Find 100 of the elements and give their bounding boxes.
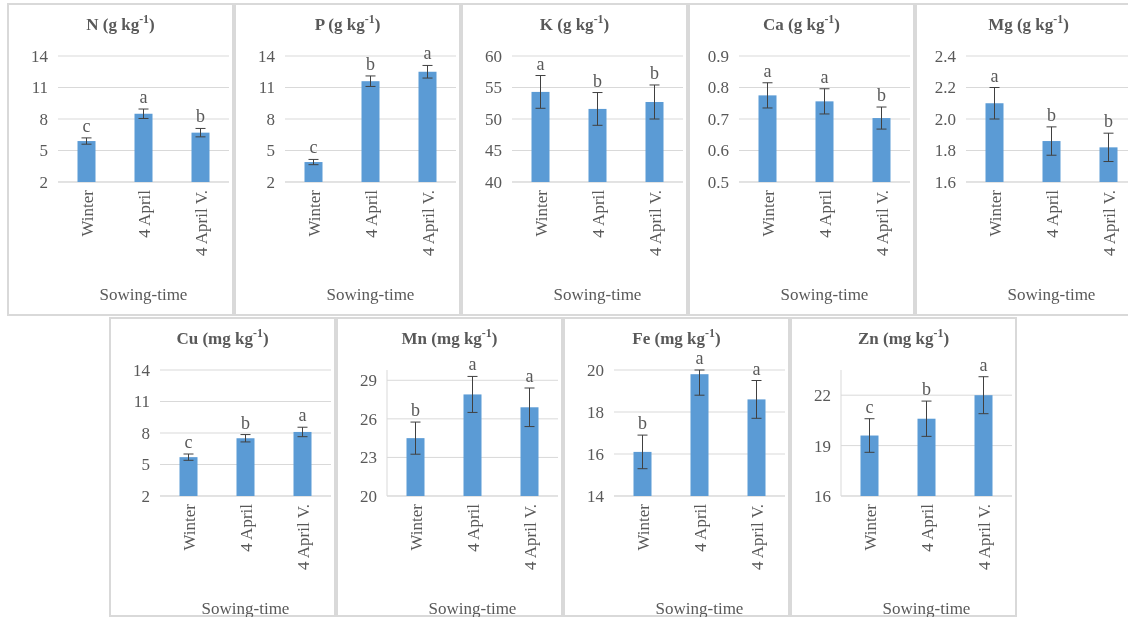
annotation: a (423, 43, 432, 64)
annotation: b (877, 85, 886, 106)
annotation: c (184, 432, 193, 452)
x-tick-label: Winter (758, 189, 778, 237)
x-tick-label: 4 April (917, 503, 937, 552)
x-tick-label: 4 April (1042, 189, 1062, 238)
annotation: a (525, 366, 534, 386)
y-tick-label: 5 (266, 141, 275, 161)
x-axis-title: Sowing-time (326, 285, 415, 304)
x-tick-label: 4 April V. (418, 190, 438, 256)
x-axis-title: Sowing-time (655, 599, 744, 617)
y-tick-label: 1.6 (934, 172, 956, 192)
x-tick-label: 4 April V. (191, 190, 211, 256)
x-axis-title: Sowing-time (780, 285, 869, 304)
y-tick-label: 14 (31, 46, 49, 66)
annotation: a (536, 53, 545, 74)
annotation: a (990, 65, 999, 86)
chart-title: K (g kg$^{-1}$) (539, 12, 610, 34)
annotation: b (922, 379, 931, 400)
x-tick-label: 4 April (588, 189, 608, 238)
annotation: b (241, 412, 250, 433)
y-tick-label: 16 (587, 444, 604, 464)
annotation: c (865, 396, 874, 417)
chart-title: Cu (mg kg$^{-1}$) (176, 326, 269, 348)
x-tick-label: Winter (985, 189, 1005, 237)
y-tick-label: 11 (258, 78, 275, 98)
y-tick-label: 0.8 (707, 78, 729, 98)
y-tick-label: 8 (39, 109, 48, 129)
annotation: a (820, 66, 829, 87)
y-tick-label: 22 (814, 386, 831, 406)
x-axis-title: Sowing-time (553, 285, 642, 304)
x-axis-title: Sowing-time (428, 599, 517, 617)
y-tick-label: 29 (360, 371, 377, 391)
x-tick-label: 4 April (690, 503, 710, 552)
annotation: b (366, 53, 375, 74)
x-tick-label: 4 April (236, 503, 256, 552)
annotation: b (411, 400, 420, 421)
x-tick-label: Winter (406, 503, 426, 551)
y-tick-label: 19 (814, 436, 831, 456)
y-tick-label: 0.6 (707, 141, 729, 161)
annotation: b (650, 62, 659, 83)
y-tick-label: 5 (39, 141, 48, 161)
annotation: b (1104, 111, 1113, 132)
chart-title: Mg (g kg$^{-1}$) (988, 12, 1069, 34)
y-tick-label: 2 (141, 486, 150, 506)
y-tick-label: 60 (485, 46, 502, 66)
chart-title: Fe (mg kg$^{-1}$) (632, 326, 721, 348)
y-tick-label: 8 (141, 423, 150, 443)
annotation: a (763, 60, 772, 81)
y-tick-label: 2 (266, 172, 275, 192)
x-tick-label: 4 April V. (1099, 190, 1119, 256)
chart-title: P (g kg$^{-1}$) (314, 12, 381, 34)
y-tick-label: 14 (587, 486, 605, 506)
text: a (695, 348, 704, 368)
y-tick-label: 45 (485, 141, 502, 161)
x-tick-label: Winter (531, 189, 551, 237)
x-tick-label: 4 April V. (872, 190, 892, 256)
y-tick-label: 0.5 (707, 172, 729, 192)
annotation: c (82, 115, 91, 136)
y-tick-label: 0.7 (707, 109, 730, 129)
annotation: c (309, 137, 318, 158)
y-tick-label: 0.9 (707, 46, 729, 66)
x-tick-label: 4 April V. (747, 504, 767, 570)
chart-title: Zn (mg kg$^{-1}$) (857, 326, 950, 348)
y-tick-label: 8 (266, 109, 275, 129)
x-axis-title: Sowing-time (882, 599, 971, 617)
y-tick-label: 16 (814, 486, 831, 506)
x-axis-title: Sowing-time (99, 285, 188, 304)
x-axis-title: Sowing-time (1007, 285, 1096, 304)
y-tick-label: 2.4 (934, 46, 957, 66)
y-tick-label: 20 (360, 486, 377, 506)
y-tick-label: 1.8 (934, 141, 956, 161)
x-tick-label: Winter (633, 503, 653, 551)
chart-title: Ca (g kg$^{-1}$) (763, 12, 840, 34)
y-tick-label: 50 (485, 109, 502, 129)
annotation: a (139, 87, 148, 108)
y-tick-label: 55 (485, 78, 502, 98)
x-tick-label: 4 April V. (974, 504, 994, 570)
x-tick-label: Winter (77, 189, 97, 237)
annotation: a (979, 354, 988, 375)
y-tick-label: 23 (360, 448, 377, 468)
y-tick-label: 14 (258, 46, 276, 66)
annotation: a (752, 358, 761, 379)
y-tick-label: 14 (133, 360, 151, 380)
annotation: b (638, 413, 647, 434)
x-tick-label: 4 April (361, 189, 381, 238)
y-tick-label: 11 (133, 392, 150, 412)
y-tick-label: 2.0 (934, 109, 956, 129)
annotation: a (468, 354, 477, 375)
annotation: b (1047, 104, 1056, 125)
y-tick-label: 2 (39, 172, 48, 192)
x-tick-label: 4 April V. (520, 504, 540, 570)
x-tick-label: Winter (860, 503, 880, 551)
annotation: a (298, 405, 307, 426)
annotation: b (196, 106, 205, 127)
x-tick-label: Winter (304, 189, 324, 237)
x-tick-label: 4 April (463, 503, 483, 552)
x-tick-label: 4 April V. (645, 190, 665, 256)
y-tick-label: 18 (587, 402, 604, 422)
chart-title: Mn (mg kg$^{-1}$) (401, 326, 498, 348)
